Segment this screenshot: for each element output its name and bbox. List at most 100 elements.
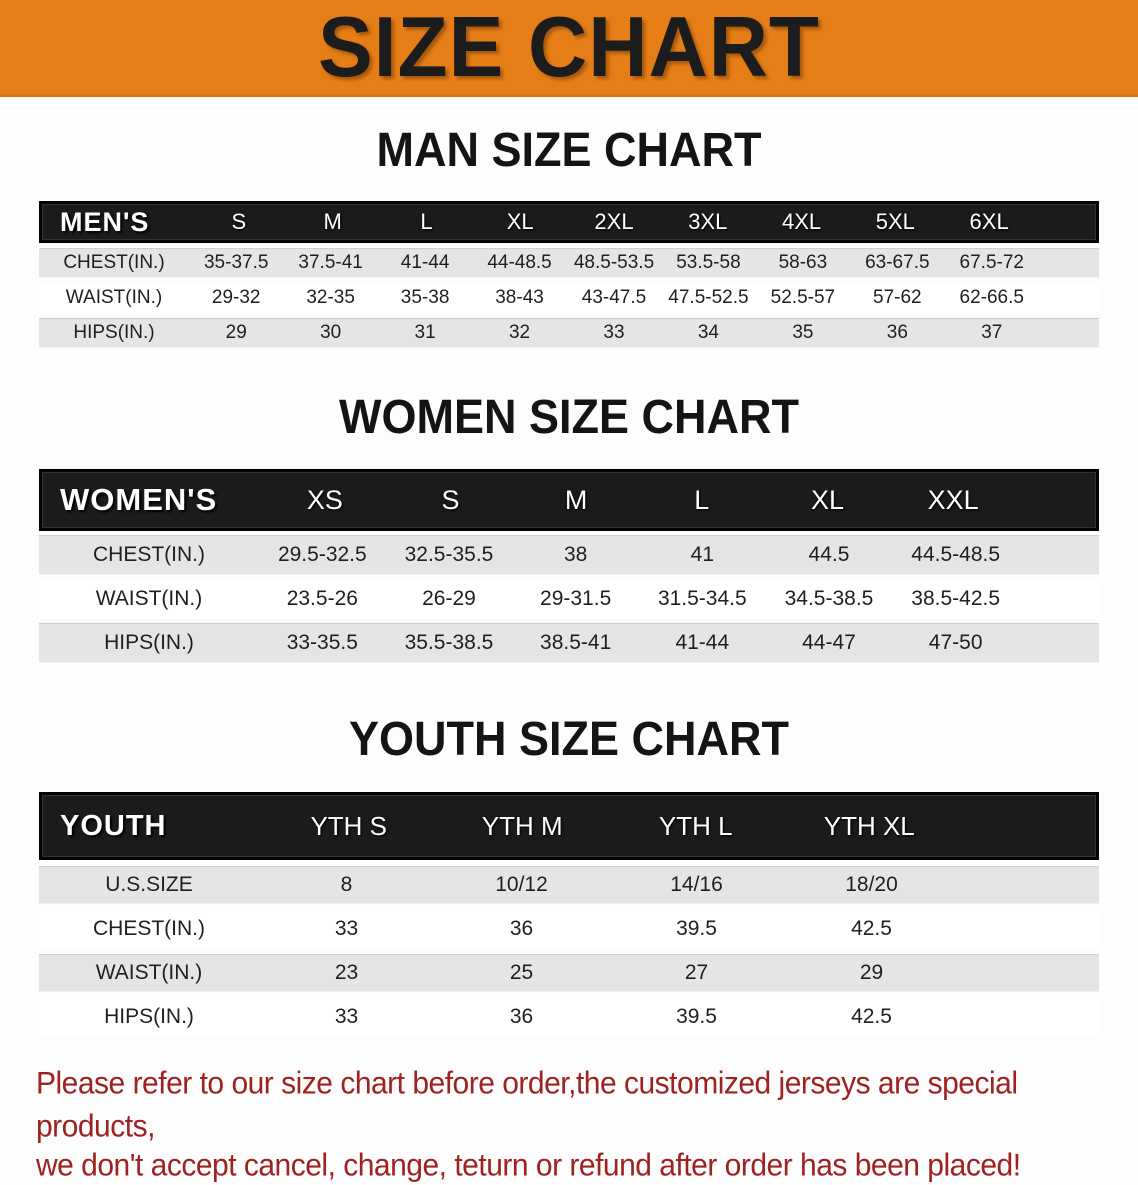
notice-line-2: we don't accept cancel, change, teturn o… [36, 1148, 1021, 1183]
cell: 42.5 [851, 1005, 892, 1028]
cell: 35 [792, 322, 814, 343]
men-table-header: MEN'S S M L XL 2XL 3XL 4XL 5XL 6XL [39, 201, 1099, 243]
youth-col-l: YTH L [658, 810, 733, 841]
cell: 31.5-34.5 [657, 587, 747, 610]
row-label: CHEST(IN.) [63, 252, 165, 273]
row-label: U.S.SIZE [105, 873, 193, 896]
cell: 29-32 [211, 287, 261, 308]
cell: 47-50 [928, 631, 983, 654]
women-col-xs: XS [306, 484, 343, 515]
women-waist-row: WAIST(IN.) 23.5-26 26-29 29-31.5 31.5-34… [39, 579, 1099, 619]
women-size-table: WOMEN'S XS S M L XL XXL CHEST(IN.) 29.5-… [39, 469, 1099, 663]
women-table-header: WOMEN'S XS S M L XL XXL [39, 469, 1099, 531]
men-col-5xl: 5XL [875, 209, 915, 234]
youth-table-header: YOUTH YTH S YTH M YTH L YTH XL [39, 792, 1099, 860]
women-header-label: WOMEN'S [60, 482, 218, 517]
cell: 33-35.5 [286, 631, 358, 654]
women-col-l: L [694, 484, 710, 515]
youth-ussize-row: U.S.SIZE 8 10/12 14/16 18/20 [39, 866, 1099, 904]
women-chest-row: CHEST(IN.) 29.5-32.5 32.5-35.5 38 41 44.… [39, 535, 1099, 575]
cell: 39.5 [676, 917, 717, 940]
cell: 37.5-41 [298, 252, 363, 273]
footer-notice: Please refer to our size chart before or… [36, 1062, 1138, 1185]
youth-col-s: YTH S [310, 810, 388, 841]
row-label: WAIST(IN.) [65, 287, 163, 308]
cell: 58-63 [778, 252, 828, 273]
cell: 23.5-26 [286, 587, 358, 610]
men-header-label: MEN'S [60, 206, 150, 237]
women-hips-row: HIPS(IN.) 33-35.5 35.5-38.5 38.5-41 41-4… [39, 623, 1099, 663]
cell: 35-38 [400, 287, 450, 308]
cell: 62-66.5 [959, 287, 1024, 308]
cell: 27 [684, 961, 709, 984]
men-col-s: S [231, 209, 247, 234]
cell: 38.5-41 [540, 631, 612, 654]
cell: 42.5 [851, 917, 892, 940]
cell: 29 [225, 322, 247, 343]
cell: 29 [859, 961, 884, 984]
youth-col-m: YTH M [481, 810, 563, 841]
men-col-4xl: 4XL [781, 209, 822, 234]
cell: 41-44 [675, 631, 730, 654]
cell: 44-47 [802, 631, 856, 654]
youth-section-title: YOUTH SIZE CHART [348, 710, 789, 766]
youth-size-table: YOUTH YTH S YTH M YTH L YTH XL U.S.SIZE … [39, 792, 1099, 1036]
cell: 32-35 [306, 287, 355, 308]
banner-title: SIZE CHART [318, 0, 820, 95]
cell: 33 [334, 917, 359, 940]
cell: 67.5-72 [959, 252, 1024, 273]
cell: 34 [697, 322, 719, 343]
cell: 34.5-38.5 [784, 587, 874, 610]
youth-hips-row: HIPS(IN.) 33 36 39.5 42.5 [39, 998, 1099, 1036]
cell: 39.5 [676, 1005, 717, 1028]
cell: 48.5-53.5 [573, 252, 655, 273]
cell: 41 [690, 543, 714, 566]
cell: 36 [886, 322, 908, 343]
cell: 32 [508, 322, 531, 343]
cell: 29-31.5 [540, 587, 612, 610]
cell: 32.5-35.5 [404, 543, 494, 566]
women-col-m: M [564, 484, 588, 515]
row-label: CHEST(IN.) [93, 543, 205, 566]
banner: SIZE CHART [0, 0, 1138, 97]
row-label: CHEST(IN.) [93, 917, 205, 940]
men-col-m: M [323, 209, 342, 234]
cell: 10/12 [495, 873, 548, 896]
men-col-l: L [420, 209, 433, 234]
cell: 18/20 [845, 873, 898, 896]
cell: 44-48.5 [487, 252, 552, 273]
men-section-title: MAN SIZE CHART [376, 121, 762, 177]
men-hips-row: HIPS(IN.) 29 30 31 32 33 34 35 36 37 [39, 318, 1099, 348]
cell: 43-47.5 [581, 287, 647, 308]
cell: 38-43 [495, 287, 544, 308]
cell: 47.5-52.5 [668, 287, 749, 308]
men-col-xl: XL [506, 209, 534, 234]
men-col-6xl: 6XL [969, 209, 1009, 234]
women-section-title: WOMEN SIZE CHART [339, 388, 799, 444]
row-label: WAIST(IN.) [95, 587, 203, 610]
cell: 26-29 [422, 587, 476, 610]
cell: 14/16 [670, 873, 723, 896]
cell: 53.5-58 [676, 252, 741, 273]
men-waist-row: WAIST(IN.) 29-32 32-35 35-38 38-43 43-47… [39, 283, 1099, 313]
youth-waist-row: WAIST(IN.) 23 25 27 29 [39, 954, 1099, 992]
notice-line-1: Please refer to our size chart before or… [36, 1066, 1018, 1144]
row-label: WAIST(IN.) [95, 961, 203, 984]
men-size-table: MEN'S S M L XL 2XL 3XL 4XL 5XL 6XL CHEST… [39, 201, 1099, 348]
cell: 30 [320, 322, 342, 343]
cell: 35-37.5 [203, 252, 269, 273]
cell: 52.5-57 [770, 287, 836, 308]
cell: 35.5-38.5 [404, 631, 494, 654]
cell: 38.5-42.5 [911, 587, 1001, 610]
cell: 44.5-48.5 [911, 543, 1001, 566]
cell: 8 [340, 873, 353, 896]
cell: 36 [509, 1005, 534, 1028]
cell: 23 [334, 961, 359, 984]
cell: 31 [414, 322, 436, 343]
row-label: HIPS(IN.) [104, 1005, 194, 1028]
row-label: HIPS(IN.) [104, 631, 194, 654]
youth-header-label: YOUTH [60, 809, 167, 842]
men-chest-row: CHEST(IN.) 35-37.5 37.5-41 41-44 44-48.5… [39, 248, 1099, 278]
cell: 57-62 [873, 287, 922, 308]
